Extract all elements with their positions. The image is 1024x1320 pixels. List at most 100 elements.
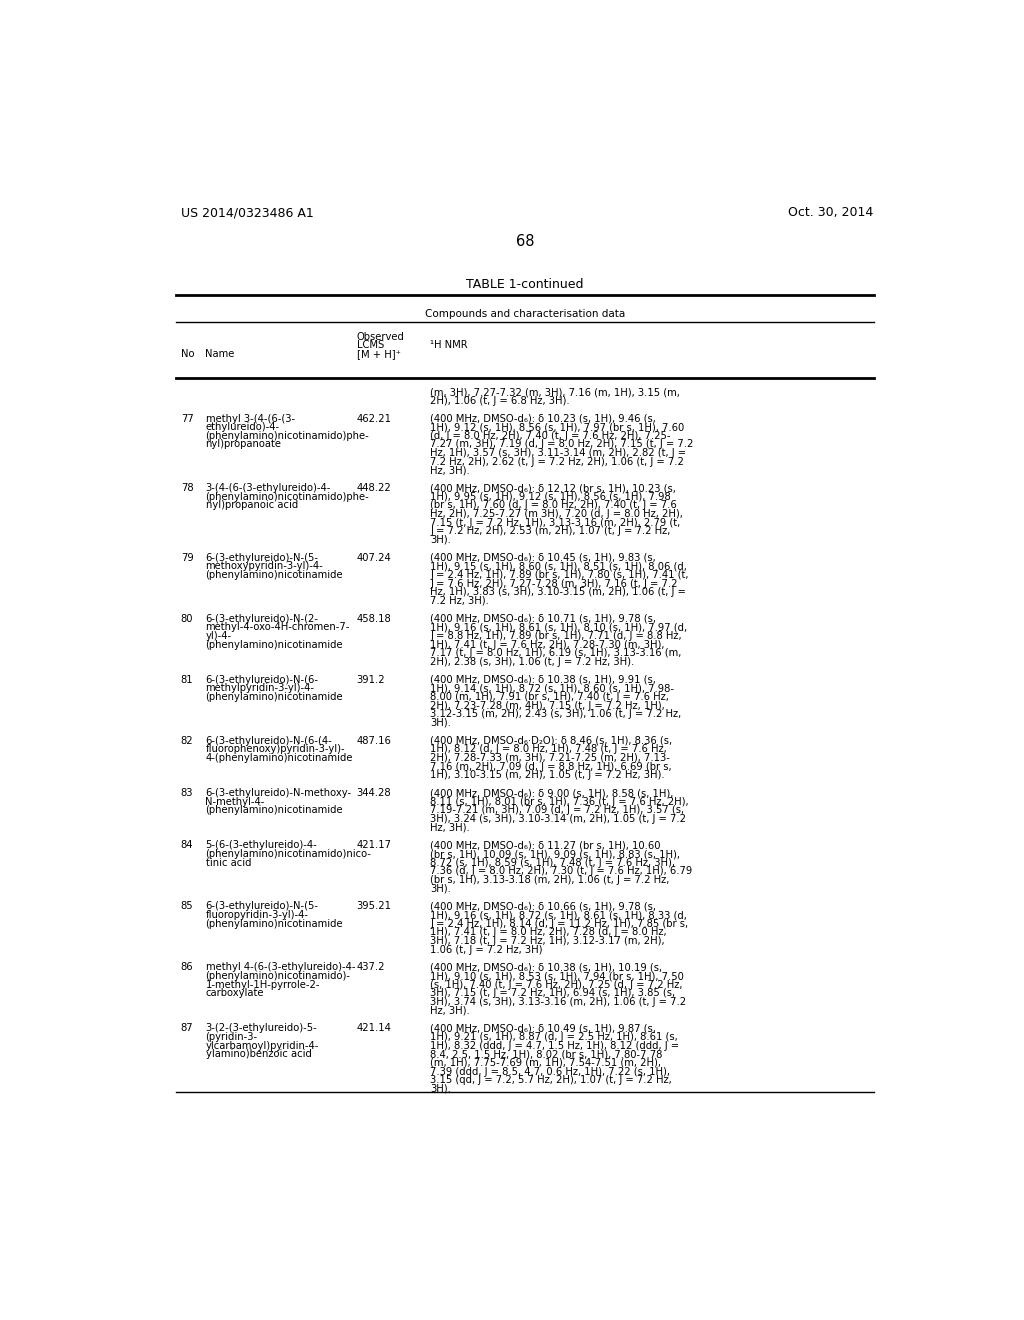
Text: 2H), 1.06 (t, J = 6.8 Hz, 3H).: 2H), 1.06 (t, J = 6.8 Hz, 3H). — [430, 396, 570, 405]
Text: 421.14: 421.14 — [356, 1023, 391, 1034]
Text: N-methyl-4-: N-methyl-4- — [206, 797, 265, 807]
Text: Hz, 2H), 7.25-7.27 (m 3H), 7.20 (d, J = 8.0 Hz, 2H),: Hz, 2H), 7.25-7.27 (m 3H), 7.20 (d, J = … — [430, 510, 683, 519]
Text: methyl 4-(6-(3-ethylureido)-4-: methyl 4-(6-(3-ethylureido)-4- — [206, 962, 355, 973]
Text: 8.4, 2.5, 1.5 Hz, 1H), 8.02 (br s, 1H), 7.80-7.78: 8.4, 2.5, 1.5 Hz, 1H), 8.02 (br s, 1H), … — [430, 1049, 663, 1059]
Text: (phenylamino)nicotinamido)phe-: (phenylamino)nicotinamido)phe- — [206, 430, 370, 441]
Text: (400 MHz, DMSO-d₆): δ 10.38 (s, 1H), 9.91 (s,: (400 MHz, DMSO-d₆): δ 10.38 (s, 1H), 9.9… — [430, 675, 656, 685]
Text: 6-(3-ethylureido)-N-(5-: 6-(3-ethylureido)-N-(5- — [206, 553, 318, 562]
Text: Hz, 3H).: Hz, 3H). — [430, 822, 470, 833]
Text: No: No — [180, 348, 195, 359]
Text: (phenylamino)nicotinamide: (phenylamino)nicotinamide — [206, 570, 343, 579]
Text: (br s, 1H), 7.60 (d, J = 8.0 Hz, 2H), 7.40 (t, J = 7.6: (br s, 1H), 7.60 (d, J = 8.0 Hz, 2H), 7.… — [430, 500, 677, 511]
Text: (phenylamino)nicotinamide: (phenylamino)nicotinamide — [206, 692, 343, 702]
Text: 7.2 Hz, 2H), 2.62 (t, J = 7.2 Hz, 2H), 1.06 (t, J = 7.2: 7.2 Hz, 2H), 2.62 (t, J = 7.2 Hz, 2H), 1… — [430, 457, 684, 467]
Text: 7.16 (m, 2H), 7.09 (d, J = 8.8 Hz, 1H), 6.69 (br s,: 7.16 (m, 2H), 7.09 (d, J = 8.8 Hz, 1H), … — [430, 762, 672, 772]
Text: (400 MHz, DMSO-d₆): δ 10.49 (s, 1H), 9.87 (s,: (400 MHz, DMSO-d₆): δ 10.49 (s, 1H), 9.8… — [430, 1023, 656, 1034]
Text: 1H), 9.16 (s, 1H), 8.72 (s, 1H), 8.61 (s, 1H), 8.33 (d,: 1H), 9.16 (s, 1H), 8.72 (s, 1H), 8.61 (s… — [430, 909, 687, 920]
Text: 407.24: 407.24 — [356, 553, 391, 562]
Text: 83: 83 — [180, 788, 194, 799]
Text: 6-(3-ethylureido)-N-(6-: 6-(3-ethylureido)-N-(6- — [206, 675, 318, 685]
Text: Hz, 3H).: Hz, 3H). — [430, 1006, 470, 1015]
Text: 3H), 7.15 (t, J = 7.2 Hz, 1H), 6.94 (s, 1H), 3.85 (s,: 3H), 7.15 (t, J = 7.2 Hz, 1H), 6.94 (s, … — [430, 989, 676, 998]
Text: 6-(3-ethylureido)-N-(5-: 6-(3-ethylureido)-N-(5- — [206, 902, 318, 911]
Text: ylcarbamoyl)pyridin-4-: ylcarbamoyl)pyridin-4- — [206, 1040, 318, 1051]
Text: 3H).: 3H). — [430, 883, 452, 894]
Text: TABLE 1-continued: TABLE 1-continued — [466, 277, 584, 290]
Text: 3H), 3.24 (s, 3H), 3.10-3.14 (m, 2H), 1.05 (t, J = 7.2: 3H), 3.24 (s, 3H), 3.10-3.14 (m, 2H), 1.… — [430, 814, 686, 824]
Text: 391.2: 391.2 — [356, 675, 385, 685]
Text: 3.12-3.15 (m, 2H), 2.43 (s, 3H), 1.06 (t, J = 7.2 Hz,: 3.12-3.15 (m, 2H), 2.43 (s, 3H), 1.06 (t… — [430, 709, 682, 719]
Text: 1H), 7.41 (t, J = 7.6 Hz, 2H), 7.28-7.30 (m, 3H),: 1H), 7.41 (t, J = 7.6 Hz, 2H), 7.28-7.30… — [430, 640, 665, 649]
Text: 1H), 3.10-3.15 (m, 2H), 1.05 (t, J = 7.2 Hz, 3H).: 1H), 3.10-3.15 (m, 2H), 1.05 (t, J = 7.2… — [430, 771, 665, 780]
Text: (400 MHz, DMSO-d₆): δ 12.12 (br s, 1H), 10.23 (s,: (400 MHz, DMSO-d₆): δ 12.12 (br s, 1H), … — [430, 483, 676, 494]
Text: (400 MHz, DMSO-d₆·D₂O): δ 8.46 (s, 1H), 8.36 (s,: (400 MHz, DMSO-d₆·D₂O): δ 8.46 (s, 1H), … — [430, 735, 673, 746]
Text: 78: 78 — [180, 483, 194, 494]
Text: ethylureido)-4-: ethylureido)-4- — [206, 422, 280, 432]
Text: 80: 80 — [180, 614, 194, 624]
Text: 1H), 8.32 (ddd, J = 4.7, 1.5 Hz, 1H), 8.12 (ddd, J =: 1H), 8.32 (ddd, J = 4.7, 1.5 Hz, 1H), 8.… — [430, 1040, 679, 1051]
Text: 1H), 9.14 (s, 1H), 8.72 (s, 1H), 8.60 (s, 1H), 7.98-: 1H), 9.14 (s, 1H), 8.72 (s, 1H), 8.60 (s… — [430, 684, 674, 693]
Text: 344.28: 344.28 — [356, 788, 391, 799]
Text: 2H), 7.23-7.28 (m, 4H), 7.15 (t, J = 7.2 Hz, 1H),: 2H), 7.23-7.28 (m, 4H), 7.15 (t, J = 7.2… — [430, 701, 665, 710]
Text: methoxypyridin-3-yl)-4-: methoxypyridin-3-yl)-4- — [206, 561, 324, 572]
Text: 7.19-7.21 (m, 3H), 7.09 (d, J = 7.2 Hz, 1H), 3.57 (s,: 7.19-7.21 (m, 3H), 7.09 (d, J = 7.2 Hz, … — [430, 805, 684, 816]
Text: (phenylamino)nicotinamido)nico-: (phenylamino)nicotinamido)nico- — [206, 849, 372, 859]
Text: 2H), 7.28-7.33 (m, 3H), 7.21-7.25 (m, 2H), 7.13-: 2H), 7.28-7.33 (m, 3H), 7.21-7.25 (m, 2H… — [430, 752, 670, 763]
Text: Observed: Observed — [356, 331, 404, 342]
Text: (d, J = 8.0 Hz, 2H), 7.40 (t, J = 7.6 Hz, 2H), 7.25-: (d, J = 8.0 Hz, 2H), 7.40 (t, J = 7.6 Hz… — [430, 430, 671, 441]
Text: (400 MHz, DMSO-d₆): δ 10.66 (s, 1H), 9.78 (s,: (400 MHz, DMSO-d₆): δ 10.66 (s, 1H), 9.7… — [430, 902, 656, 911]
Text: J = 7.2 Hz, 2H), 2.53 (m, 2H), 1.07 (t, J = 7.2 Hz,: J = 7.2 Hz, 2H), 2.53 (m, 2H), 1.07 (t, … — [430, 527, 671, 536]
Text: Hz, 1H), 3.57 (s, 3H), 3.11-3.14 (m, 2H), 2.82 (t, J =: Hz, 1H), 3.57 (s, 3H), 3.11-3.14 (m, 2H)… — [430, 447, 686, 458]
Text: 1H), 9.12 (s, 1H), 8.56 (s, 1H), 7.97 (br s, 1H), 7.60: 1H), 9.12 (s, 1H), 8.56 (s, 1H), 7.97 (b… — [430, 422, 684, 432]
Text: 6-(3-ethylureido)-N-(6-(4-: 6-(3-ethylureido)-N-(6-(4- — [206, 735, 332, 746]
Text: methyl-4-oxo-4H-chromen-7-: methyl-4-oxo-4H-chromen-7- — [206, 623, 350, 632]
Text: (400 MHz, DMSO-d₆): δ 10.45 (s, 1H), 9.83 (s,: (400 MHz, DMSO-d₆): δ 10.45 (s, 1H), 9.8… — [430, 553, 656, 562]
Text: 3.15 (qd, J = 7.2, 5.7 Hz, 2H), 1.07 (t, J = 7.2 Hz,: 3.15 (qd, J = 7.2, 5.7 Hz, 2H), 1.07 (t,… — [430, 1076, 672, 1085]
Text: 1H), 9.21 (s, 1H), 8.87 (d, J = 2.5 Hz, 1H), 8.61 (s,: 1H), 9.21 (s, 1H), 8.87 (d, J = 2.5 Hz, … — [430, 1032, 678, 1041]
Text: 1H), 9.15 (s, 1H), 8.60 (s, 1H), 8.51 (s, 1H), 8.06 (d,: 1H), 9.15 (s, 1H), 8.60 (s, 1H), 8.51 (s… — [430, 561, 687, 572]
Text: (br s, 1H), 3.13-3.18 (m, 2H), 1.06 (t, J = 7.2 Hz,: (br s, 1H), 3.13-3.18 (m, 2H), 1.06 (t, … — [430, 875, 670, 884]
Text: 448.22: 448.22 — [356, 483, 391, 494]
Text: (phenylamino)nicotinamido)-: (phenylamino)nicotinamido)- — [206, 972, 350, 981]
Text: 462.21: 462.21 — [356, 413, 391, 424]
Text: 1H), 7.41 (t, J = 8.0 Hz, 2H), 7.28 (d, J = 8.0 Hz,: 1H), 7.41 (t, J = 8.0 Hz, 2H), 7.28 (d, … — [430, 928, 667, 937]
Text: fluorophenoxy)pyridin-3-yl)-: fluorophenoxy)pyridin-3-yl)- — [206, 744, 345, 754]
Text: 3H), 7.18 (t, J = 7.2 Hz, 1H), 3.12-3.17 (m, 2H),: 3H), 7.18 (t, J = 7.2 Hz, 1H), 3.12-3.17… — [430, 936, 665, 946]
Text: ¹H NMR: ¹H NMR — [430, 341, 468, 350]
Text: yl)-4-: yl)-4- — [206, 631, 231, 642]
Text: 84: 84 — [180, 841, 194, 850]
Text: fluoropyridin-3-yl)-4-: fluoropyridin-3-yl)-4- — [206, 909, 308, 920]
Text: 1-methyl-1H-pyrrole-2-: 1-methyl-1H-pyrrole-2- — [206, 979, 319, 990]
Text: [M + H]⁺: [M + H]⁺ — [356, 348, 400, 359]
Text: (phenylamino)nicotinamido)phe-: (phenylamino)nicotinamido)phe- — [206, 492, 370, 502]
Text: 3H).: 3H). — [430, 1084, 452, 1094]
Text: (400 MHz, DMSO-d₆): δ 9.00 (s, 1H), 8.58 (s, 1H),: (400 MHz, DMSO-d₆): δ 9.00 (s, 1H), 8.58… — [430, 788, 674, 799]
Text: (pyridin-3-: (pyridin-3- — [206, 1032, 258, 1041]
Text: 5-(6-(3-ethylureido)-4-: 5-(6-(3-ethylureido)-4- — [206, 841, 317, 850]
Text: 8.72 (s, 1H), 8.59 (s, 1H), 7.48 (t, J = 7.6 Hz, 3H),: 8.72 (s, 1H), 8.59 (s, 1H), 7.48 (t, J =… — [430, 858, 675, 867]
Text: (s, 1H), 7.40 (t, J = 7.6 Hz, 2H), 7.25 (d, J = 7.2 Hz,: (s, 1H), 7.40 (t, J = 7.6 Hz, 2H), 7.25 … — [430, 979, 683, 990]
Text: (br s, 1H), 10.09 (s, 1H), 9.09 (s, 1H), 8.83 (s, 1H),: (br s, 1H), 10.09 (s, 1H), 9.09 (s, 1H),… — [430, 849, 680, 859]
Text: 1H), 9.95 (s, 1H), 9.12 (s, 1H), 8.56 (s, 1H), 7.98: 1H), 9.95 (s, 1H), 9.12 (s, 1H), 8.56 (s… — [430, 492, 671, 502]
Text: (phenylamino)nicotinamide: (phenylamino)nicotinamide — [206, 805, 343, 816]
Text: J = 2.4 Hz, 1H), 8.14 (d, J = 11.2 Hz, 1H), 7.85 (br s,: J = 2.4 Hz, 1H), 8.14 (d, J = 11.2 Hz, 1… — [430, 919, 688, 929]
Text: 2H), 2.38 (s, 3H), 1.06 (t, J = 7.2 Hz, 3H).: 2H), 2.38 (s, 3H), 1.06 (t, J = 7.2 Hz, … — [430, 657, 635, 667]
Text: nyl)propanoic acid: nyl)propanoic acid — [206, 500, 298, 511]
Text: 86: 86 — [180, 962, 194, 973]
Text: (400 MHz, DMSO-d₆): δ 10.71 (s, 1H), 9.78 (s,: (400 MHz, DMSO-d₆): δ 10.71 (s, 1H), 9.7… — [430, 614, 656, 624]
Text: tinic acid: tinic acid — [206, 858, 251, 867]
Text: J = 7.6 Hz, 2H), 7.27-7.28 (m, 3H), 7.16 (t, J = 7.2: J = 7.6 Hz, 2H), 7.27-7.28 (m, 3H), 7.16… — [430, 578, 678, 589]
Text: 1H), 9.10 (s, 1H), 8.53 (s, 1H), 7.94 (br s, 1H), 7.50: 1H), 9.10 (s, 1H), 8.53 (s, 1H), 7.94 (b… — [430, 972, 684, 981]
Text: 77: 77 — [180, 413, 194, 424]
Text: 4-(phenylamino)nicotinamide: 4-(phenylamino)nicotinamide — [206, 752, 353, 763]
Text: methyl 3-(4-(6-(3-: methyl 3-(4-(6-(3- — [206, 413, 295, 424]
Text: (phenylamino)nicotinamide: (phenylamino)nicotinamide — [206, 919, 343, 929]
Text: (m, 1H), 7.75-7.69 (m, 1H), 7.54-7.51 (m, 2H),: (m, 1H), 7.75-7.69 (m, 1H), 7.54-7.51 (m… — [430, 1057, 662, 1068]
Text: (m, 3H), 7.27-7.32 (m, 3H), 7.16 (m, 1H), 3.15 (m,: (m, 3H), 7.27-7.32 (m, 3H), 7.16 (m, 1H)… — [430, 387, 680, 397]
Text: 7.27 (m, 3H), 7.19 (d, J = 8.0 Hz, 2H), 7.15 (t, J = 7.2: 7.27 (m, 3H), 7.19 (d, J = 8.0 Hz, 2H), … — [430, 440, 693, 449]
Text: 6-(3-ethylureido)-N-methoxy-: 6-(3-ethylureido)-N-methoxy- — [206, 788, 351, 799]
Text: 3H).: 3H). — [430, 535, 452, 545]
Text: 79: 79 — [180, 553, 194, 562]
Text: 82: 82 — [180, 735, 194, 746]
Text: 7.36 (d, J = 8.0 Hz, 2H), 7.30 (t, J = 7.6 Hz, 1H), 6.79: 7.36 (d, J = 8.0 Hz, 2H), 7.30 (t, J = 7… — [430, 866, 692, 876]
